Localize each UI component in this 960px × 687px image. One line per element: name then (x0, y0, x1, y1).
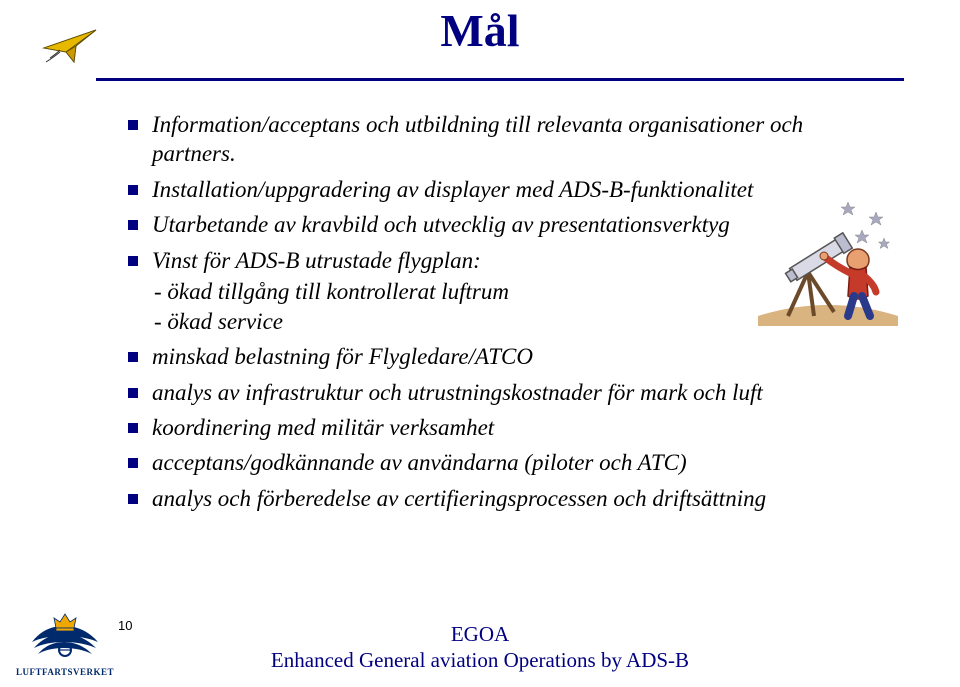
bullet-square-icon (128, 423, 138, 433)
title-divider (96, 78, 904, 81)
list-item: Information/acceptans och utbildning til… (128, 110, 868, 169)
bullet-square-icon (128, 352, 138, 362)
bullet-list: Information/acceptans och utbildning til… (128, 110, 868, 519)
bullet-text: Utarbetande av kravbild och utvecklig av… (152, 210, 730, 239)
bullet-square-icon (128, 494, 138, 504)
footer-line2: Enhanced General aviation Operations by … (271, 648, 689, 672)
bullet-square-icon (128, 185, 138, 195)
bullet-text: analys av infrastruktur och utrustningsk… (152, 378, 763, 407)
list-item: minskad belastning för Flygledare/ATCO (128, 342, 868, 371)
bullet-text: acceptans/godkännande av användarna (pil… (152, 448, 687, 477)
observer-clipart (758, 194, 898, 326)
bullet-square-icon (128, 220, 138, 230)
page-title: Mål (0, 4, 960, 57)
bullet-text: Installation/uppgradering av displayer m… (152, 175, 753, 204)
bullet-text: koordinering med militär verksamhet (152, 413, 494, 442)
footer-text: EGOA Enhanced General aviation Operation… (0, 621, 960, 674)
list-item: acceptans/godkännande av användarna (pil… (128, 448, 868, 477)
bullet-square-icon (128, 388, 138, 398)
list-item: analys och förberedelse av certifierings… (128, 484, 868, 513)
bullet-text: analys och förberedelse av certifierings… (152, 484, 766, 513)
list-item: Installation/uppgradering av displayer m… (128, 175, 868, 204)
bullet-square-icon (128, 458, 138, 468)
list-item: koordinering med militär verksamhet (128, 413, 868, 442)
bullet-square-icon (128, 120, 138, 130)
bullet-text: Vinst för ADS-B utrustade flygplan: (152, 246, 481, 275)
bullet-square-icon (128, 256, 138, 266)
bullet-text: Information/acceptans och utbildning til… (152, 110, 868, 169)
bullet-text: minskad belastning för Flygledare/ATCO (152, 342, 533, 371)
footer-line1: EGOA (451, 622, 509, 646)
list-item: Vinst för ADS-B utrustade flygplan: (128, 246, 868, 275)
list-item: Utarbetande av kravbild och utvecklig av… (128, 210, 868, 239)
list-item: analys av infrastruktur och utrustningsk… (128, 378, 868, 407)
